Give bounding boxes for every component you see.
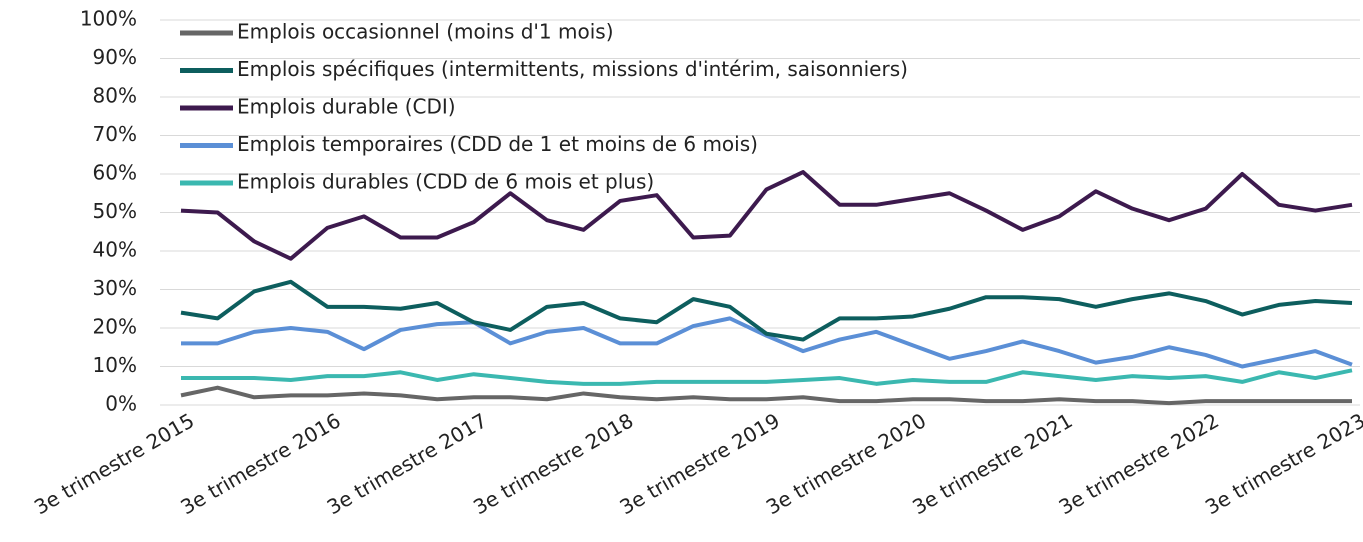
- series-line: [181, 368, 1353, 386]
- y-tick-label: 40%: [93, 238, 137, 262]
- y-tick-label: 90%: [93, 45, 137, 69]
- y-tick-label: 80%: [93, 84, 137, 108]
- y-tick-label: 70%: [93, 122, 137, 146]
- legend-label: Emplois durables (CDD de 6 mois et plus): [237, 170, 654, 194]
- legend-label: Emplois spécifiques (intermittents, miss…: [237, 57, 908, 81]
- x-tick-label: 3e trimestre 2021: [908, 408, 1076, 519]
- x-tick-label: 3e trimestre 2017: [323, 408, 491, 519]
- y-tick-label: 50%: [93, 199, 137, 223]
- series-line: [180, 170, 1353, 261]
- y-tick-label: 0%: [105, 392, 137, 416]
- series-line: [181, 316, 1353, 369]
- x-tick-label: 3e trimestre 2016: [176, 408, 344, 519]
- y-tick-label: 10%: [93, 353, 137, 377]
- series-line: [180, 279, 1353, 342]
- x-tick-label: 3e trimestre 2020: [762, 408, 930, 519]
- x-tick-label: 3e trimestre 2023: [1201, 408, 1363, 519]
- y-tick-label: 30%: [93, 276, 137, 300]
- y-tick-label: 20%: [93, 315, 137, 339]
- legend-label: Emplois temporaires (CDD de 1 et moins d…: [237, 132, 758, 156]
- x-tick-label: 3e trimestre 2015: [30, 408, 198, 519]
- series-line: [180, 385, 1352, 406]
- x-tick-label: 3e trimestre 2019: [616, 408, 784, 519]
- legend-label: Emplois durable (CDI): [237, 95, 456, 119]
- y-tick-label: 60%: [93, 161, 137, 185]
- y-tick-label: 100%: [80, 7, 137, 31]
- x-tick-label: 3e trimestre 2022: [1055, 408, 1223, 519]
- legend-label: Emplois occasionnel (moins d'1 mois): [237, 20, 614, 44]
- x-tick-label: 3e trimestre 2018: [469, 408, 637, 519]
